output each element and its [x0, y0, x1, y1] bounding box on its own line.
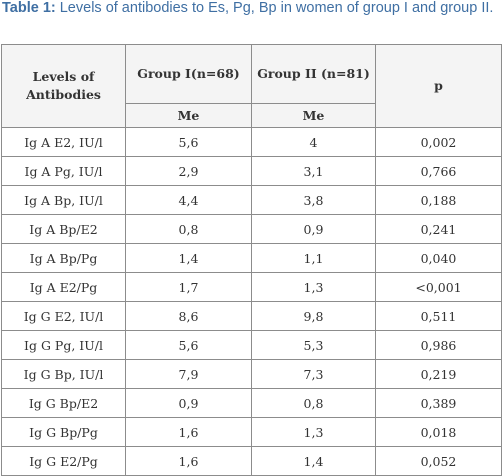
- table-row: Ig G Bp/Pg 1,6 1,3 0,018: [1, 417, 502, 447]
- cell-group-2-me: 4: [251, 127, 376, 157]
- cell-p-value: 0,241: [375, 214, 502, 244]
- cell-group-1-me: 2,9: [125, 156, 252, 186]
- table-row: Ig A Bp, IU/l 4,4 3,8 0,188: [1, 185, 502, 215]
- header-group-1: Group I(n=68): [125, 44, 252, 104]
- cell-group-1-me: 5,6: [125, 330, 252, 360]
- cell-p-value: 0,219: [375, 359, 502, 389]
- cell-p-value: <0,001: [375, 272, 502, 302]
- cell-antibody: Ig A E2, IU/l: [1, 127, 126, 157]
- cell-group-2-me: 0,9: [251, 214, 376, 244]
- table-caption: Table 1: Levels of antibodies to Es, Pg,…: [2, 0, 500, 17]
- cell-antibody: Ig A Bp/Pg: [1, 243, 126, 273]
- table-header: Levels of Antibodies Group I(n=68) Group…: [1, 44, 502, 128]
- cell-p-value: 0,511: [375, 301, 502, 331]
- cell-group-2-me: 1,4: [251, 446, 376, 476]
- cell-antibody: Ig G Bp/E2: [1, 388, 126, 418]
- cell-p-value: 0,040: [375, 243, 502, 273]
- header-me-group-2: Me: [251, 103, 376, 128]
- cell-antibody: Ig G E2/Pg: [1, 446, 126, 476]
- cell-p-value: 0,002: [375, 127, 502, 157]
- cell-group-2-me: 7,3: [251, 359, 376, 389]
- caption-text: Levels of antibodies to Es, Pg, Bp in wo…: [55, 0, 494, 16]
- cell-group-2-me: 1,1: [251, 243, 376, 273]
- table-body: Ig A E2, IU/l 5,6 4 0,002 Ig A Pg, IU/l 2,9 3,…: [1, 127, 502, 476]
- cell-group-2-me: 1,3: [251, 417, 376, 447]
- cell-group-2-me: 9,8: [251, 301, 376, 331]
- cell-group-1-me: 5,6: [125, 127, 252, 157]
- cell-group-2-me: 3,8: [251, 185, 376, 215]
- table-row: Ig A E2/Pg 1,7 1,3 <0,001: [1, 272, 502, 302]
- cell-antibody: Ig G Pg, IU/l: [1, 330, 126, 360]
- cell-antibody: Ig A Bp/E2: [1, 214, 126, 244]
- table-row: Ig A Bp/E2 0,8 0,9 0,241: [1, 214, 502, 244]
- table-row: Ig G E2, IU/l 8,6 9,8 0,511: [1, 301, 502, 331]
- cell-p-value: 0,766: [375, 156, 502, 186]
- table-row: Ig G E2/Pg 1,6 1,4 0,052: [1, 446, 502, 476]
- cell-p-value: 0,188: [375, 185, 502, 215]
- cell-p-value: 0,986: [375, 330, 502, 360]
- table-row: Ig G Pg, IU/l 5,6 5,3 0,986: [1, 330, 502, 360]
- cell-antibody: Ig A E2/Pg: [1, 272, 126, 302]
- cell-group-1-me: 0,8: [125, 214, 252, 244]
- cell-group-2-me: 0,8: [251, 388, 376, 418]
- table-row: Ig G Bp, IU/l 7,9 7,3 0,219: [1, 359, 502, 389]
- table-row: Ig G Bp/E2 0,9 0,8 0,389: [1, 388, 502, 418]
- cell-antibody: Ig G E2, IU/l: [1, 301, 126, 331]
- cell-group-1-me: 1,7: [125, 272, 252, 302]
- header-levels-of-antibodies: Levels of Antibodies: [1, 44, 126, 128]
- table-row: Ig A Bp/Pg 1,4 1,1 0,040: [1, 243, 502, 273]
- header-me-group-1: Me: [125, 103, 252, 128]
- cell-group-1-me: 1,4: [125, 243, 252, 273]
- caption-label: Table 1:: [2, 0, 56, 16]
- cell-p-value: 0,389: [375, 388, 502, 418]
- cell-group-2-me: 1,3: [251, 272, 376, 302]
- cell-p-value: 0,018: [375, 417, 502, 447]
- cell-group-2-me: 5,3: [251, 330, 376, 360]
- cell-antibody: Ig G Bp, IU/l: [1, 359, 126, 389]
- cell-group-2-me: 3,1: [251, 156, 376, 186]
- header-group-2: Group II (n=81): [251, 44, 376, 104]
- cell-antibody: Ig A Pg, IU/l: [1, 156, 126, 186]
- cell-group-1-me: 1,6: [125, 446, 252, 476]
- cell-group-1-me: 0,9: [125, 388, 252, 418]
- table-row: Ig A E2, IU/l 5,6 4 0,002: [1, 127, 502, 157]
- table-row: Ig A Pg, IU/l 2,9 3,1 0,766: [1, 156, 502, 186]
- cell-group-1-me: 8,6: [125, 301, 252, 331]
- cell-group-1-me: 7,9: [125, 359, 252, 389]
- cell-group-1-me: 4,4: [125, 185, 252, 215]
- header-p-value: p: [375, 44, 502, 128]
- cell-group-1-me: 1,6: [125, 417, 252, 447]
- cell-antibody: Ig A Bp, IU/l: [1, 185, 126, 215]
- cell-antibody: Ig G Bp/Pg: [1, 417, 126, 447]
- cell-p-value: 0,052: [375, 446, 502, 476]
- antibody-levels-table: Levels of Antibodies Group I(n=68) Group…: [1, 44, 502, 476]
